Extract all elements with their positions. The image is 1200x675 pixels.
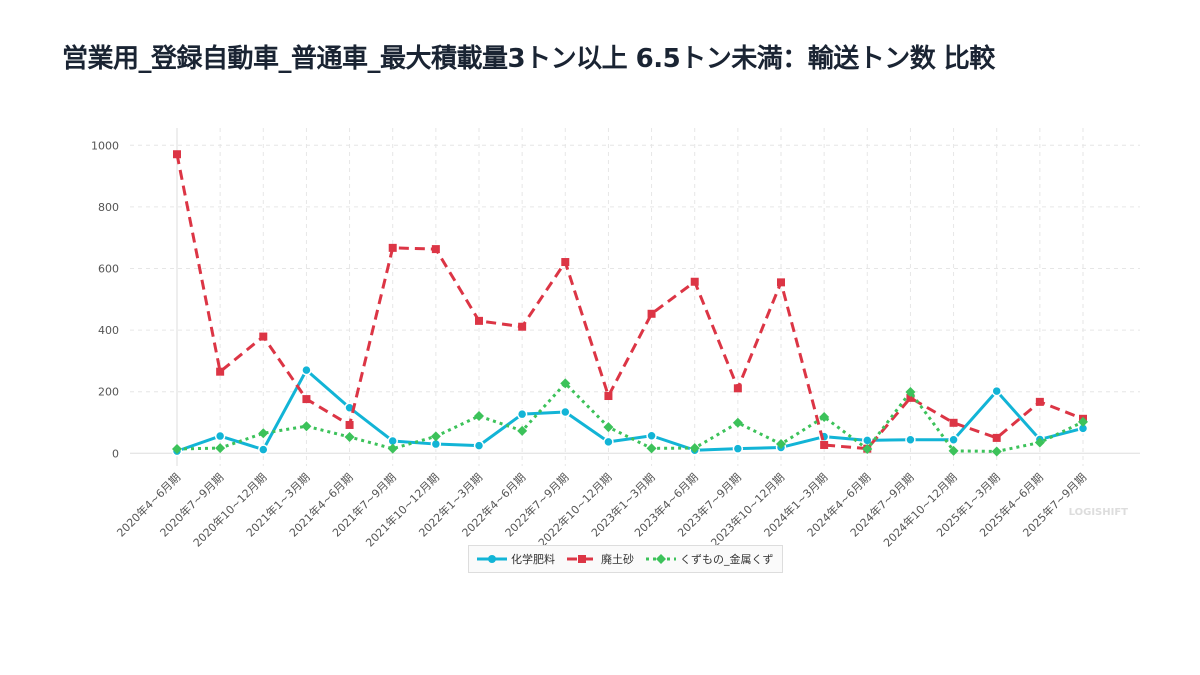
data-point-series-1 [820,440,829,449]
data-point-series-2 [1078,416,1088,427]
data-point-series-1 [518,322,527,331]
data-point-series-2 [258,428,269,439]
data-point-series-0 [646,430,657,441]
data-point-series-1 [733,384,742,393]
data-point-series-2 [430,431,441,442]
data-point-series-2 [517,425,528,436]
legend-item[interactable]: 化学肥料 [477,551,555,567]
data-point-series-2 [948,445,959,456]
data-point-series-1 [216,367,225,376]
y-tick-label: 800 [98,201,119,214]
data-point-series-0 [473,440,485,451]
series-line-0 [176,368,1084,453]
legend-swatch-icon [567,555,597,563]
data-point-series-0 [603,436,614,448]
data-point-series-2 [301,421,312,432]
y-tick-label: 1000 [91,139,119,152]
x-tick-label: 2020年10~12月期 [190,470,269,549]
data-point-series-0 [991,385,1002,397]
data-point-series-0 [301,364,312,376]
series-line-1 [175,153,1084,451]
data-point-series-2 [732,417,743,428]
data-point-series-0 [560,406,571,418]
data-point-series-2 [560,378,571,389]
data-point-series-1 [604,392,613,401]
x-tick-label: 2023年10~12月期 [708,470,787,549]
data-point-series-1 [992,433,1001,442]
data-point-series-2 [1034,437,1045,448]
data-point-series-1 [906,393,915,402]
series-line-2 [176,381,1084,453]
chart-title: 営業用_登録自動車_普通車_最大積載量3トン以上 6.5トン未満：輸送トン数 比… [62,44,995,74]
data-point-series-1 [259,332,268,341]
data-point-series-2 [991,446,1002,457]
data-point-series-2 [689,443,700,454]
data-point-series-1 [949,418,958,427]
data-point-series-2 [819,411,830,422]
data-point-series-1 [690,277,699,286]
y-tick-label: 200 [98,386,119,399]
data-point-series-0 [905,434,916,445]
legend: 化学肥料 廃土砂 くずもの_金属くず [468,545,783,573]
y-tick-label: 400 [98,324,119,337]
data-point-series-1 [475,316,483,325]
x-tick-label: 2024年10~12月期 [880,470,959,549]
data-point-series-2 [862,443,873,454]
data-point-series-0 [516,408,528,420]
legend-swatch-icon [646,554,676,564]
y-tick-label: 600 [98,263,119,276]
data-point-series-1 [777,278,785,287]
data-point-series-1 [431,245,440,254]
data-point-series-2 [215,443,226,454]
legend-swatch-icon [477,555,507,563]
data-point-series-2 [387,443,398,454]
data-point-series-0 [258,444,269,455]
y-tick-label: 0 [112,447,119,460]
data-point-series-1 [561,258,570,267]
data-point-series-2 [603,422,614,433]
x-tick-label: 2022年10~12月期 [535,470,614,549]
data-point-series-0 [948,434,959,445]
data-point-series-1 [388,243,397,252]
legend-label: 廃土砂 [601,553,634,566]
x-tick-label: 2021年10~12月期 [363,470,442,549]
legend-label: 化学肥料 [511,553,555,566]
watermark: LOGISHIFT [1069,507,1129,518]
data-point-series-2 [172,443,182,454]
legend-item[interactable]: くずもの_金属くず [646,551,774,567]
data-point-series-1 [647,309,656,318]
legend-item[interactable]: 廃土砂 [567,551,634,567]
legend-label: くずもの_金属くず [680,553,774,566]
data-point-series-2 [344,431,355,442]
data-point-series-2 [646,443,657,454]
data-point-series-1 [302,395,311,404]
data-point-series-0 [214,430,226,442]
data-point-series-1 [1035,397,1044,406]
data-point-series-1 [345,420,354,429]
data-point-series-2 [474,411,484,422]
data-point-series-2 [905,387,916,398]
data-point-series-2 [776,439,786,450]
data-point-series-0 [732,443,744,454]
data-point-series-1 [173,150,181,159]
